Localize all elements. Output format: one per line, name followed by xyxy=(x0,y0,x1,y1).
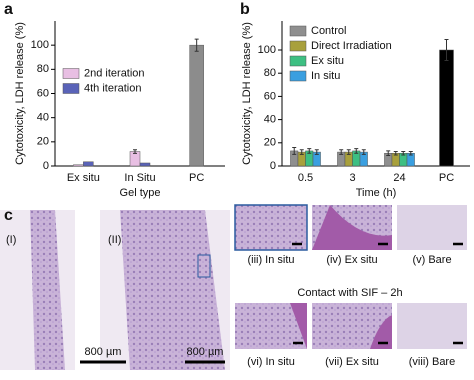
y-tick-label: 60 xyxy=(37,87,49,99)
scale-label: 800 µm xyxy=(85,346,122,358)
legend-swatch xyxy=(62,68,80,79)
y-tick-label: 20 xyxy=(264,137,276,149)
legend-swatch xyxy=(62,83,80,94)
error-bar xyxy=(408,151,413,156)
error-bar xyxy=(361,149,366,155)
bar xyxy=(73,164,84,167)
error-bar xyxy=(194,38,199,52)
error-bar xyxy=(401,151,406,156)
legend-swatch xyxy=(289,25,307,37)
y-tick-label: 40 xyxy=(37,112,49,124)
subtitle: Contact with SIF – 2h xyxy=(297,287,402,299)
image-label: (I) xyxy=(6,234,16,246)
panel-label: b xyxy=(240,1,250,18)
bar xyxy=(439,49,454,167)
legend-label: 4th iteration xyxy=(84,82,141,94)
error-bar xyxy=(346,149,351,155)
error-bar xyxy=(386,150,391,157)
error-bar xyxy=(444,39,449,61)
y-axis-label: Cytotoxicity, LDH release (%) xyxy=(14,22,26,165)
panel-label: c xyxy=(4,207,13,224)
y-tick-label: 0 xyxy=(270,160,276,172)
x-tick-label: 24 xyxy=(393,172,405,184)
error-bar xyxy=(133,149,137,154)
y-tick-label: 20 xyxy=(37,136,49,148)
error-bar xyxy=(339,149,344,155)
y-tick-label: 40 xyxy=(264,114,276,126)
error-bar xyxy=(307,148,312,154)
error-bar xyxy=(299,149,304,155)
bar xyxy=(139,162,151,167)
image-label: (iii) In situ xyxy=(247,254,294,266)
x-tick-label: Ex situ xyxy=(67,172,100,184)
error-bar xyxy=(292,146,297,155)
bar xyxy=(83,161,94,167)
image-label: (viii) Bare xyxy=(409,356,455,368)
legend-label: Ex situ xyxy=(311,55,344,67)
y-tick-label: 80 xyxy=(37,63,49,75)
legend-swatch xyxy=(289,70,307,82)
legend-swatch xyxy=(289,40,307,52)
image-label: (vi) In situ xyxy=(247,356,295,368)
x-tick-label: 0.5 xyxy=(298,172,313,184)
x-tick-label: 3 xyxy=(349,172,355,184)
legend-label: 2nd iteration xyxy=(84,67,145,79)
x-tick-label: PC xyxy=(439,172,454,184)
error-bar xyxy=(314,149,319,155)
y-tick-label: 60 xyxy=(264,90,276,102)
scale-label: 800 µm xyxy=(187,346,224,358)
y-tick-label: 100 xyxy=(258,44,276,56)
y-axis-label: Cytotoxicity, LDH release (%) xyxy=(241,22,253,165)
legend-label: Direct Irradiation xyxy=(311,40,392,52)
image-label: (v) Bare xyxy=(412,254,451,266)
x-tick-label: In Situ xyxy=(124,172,155,184)
error-bar xyxy=(393,151,398,156)
y-tick-label: 80 xyxy=(264,67,276,79)
error-bar xyxy=(354,148,359,154)
y-tick-label: 100 xyxy=(31,39,49,51)
panel-label: a xyxy=(4,1,13,18)
image-label: (II) xyxy=(108,234,121,246)
panel-c-images xyxy=(0,204,467,370)
y-tick-label: 0 xyxy=(43,160,49,172)
x-axis-label: Gel type xyxy=(120,187,161,199)
legend-swatch xyxy=(289,55,307,67)
image-label: (vii) Ex situ xyxy=(325,356,379,368)
legend-label: In situ xyxy=(311,70,340,82)
x-tick-label: PC xyxy=(189,172,204,184)
bar xyxy=(189,44,204,167)
x-axis-label: Time (h) xyxy=(356,187,397,199)
legend-label: Control xyxy=(311,25,346,37)
image-label: (iv) Ex situ xyxy=(326,254,377,266)
